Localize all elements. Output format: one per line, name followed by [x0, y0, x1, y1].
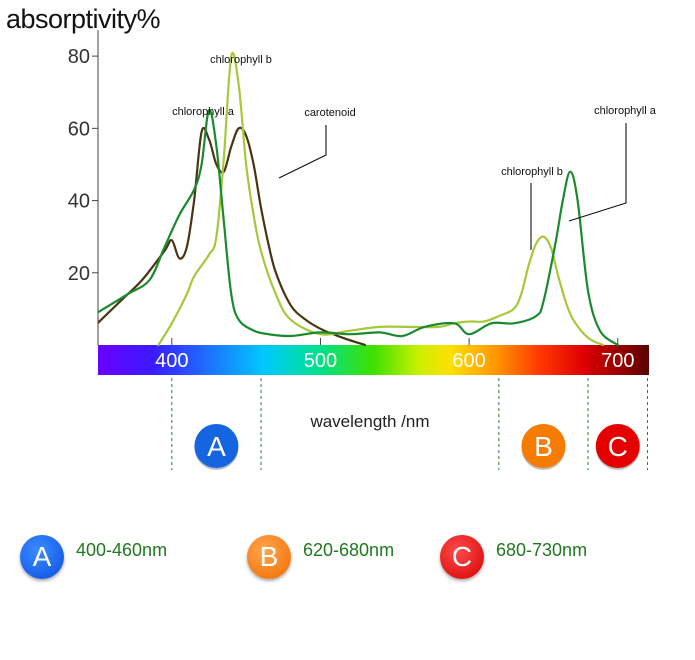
x-tick-label: 700	[601, 350, 634, 372]
region-badge-letter: C	[608, 431, 628, 462]
series-line-carotenoid	[98, 126, 367, 347]
legend-range-c: 680-730nm	[496, 539, 588, 560]
spectrum-bar	[98, 345, 649, 375]
legend-range-a: 400-460nm	[76, 539, 168, 560]
legend-item-c: C 680-730nm	[440, 535, 587, 579]
region-badge-b: B	[521, 424, 566, 470]
annotation-leader-line	[568, 123, 627, 222]
chart-title: absorptivity%	[6, 4, 161, 34]
y-tick-label: 60	[68, 118, 90, 140]
annotation-label: chlorophyll a	[172, 106, 235, 118]
x-tick-label: 400	[155, 350, 188, 372]
series-line-chlorophyll-b	[157, 51, 604, 347]
x-axis-label: wavelength /nm	[309, 412, 429, 431]
series-line-chlorophyll-a	[98, 109, 619, 347]
legend-item-a: A 400-460nm	[20, 535, 167, 579]
region-badge-circle	[595, 424, 640, 468]
legend-item-b: B 620-680nm	[247, 535, 394, 579]
badge-c-icon: C	[440, 535, 484, 579]
region-badge-a: A	[194, 424, 239, 470]
absorption-chart: 20 40 60 80 400 500 600 700 chlorophyll a chlor…	[68, 30, 657, 470]
region-badge-letter: B	[534, 431, 553, 462]
y-tick-label: 40	[68, 191, 90, 213]
annotation-label: carotenoid	[304, 107, 355, 119]
annotation-label: chlorophyll b	[501, 166, 563, 178]
badge-a-icon: A	[20, 535, 64, 579]
region-badge-letter: A	[207, 431, 226, 462]
region-badge-c: C	[595, 424, 640, 470]
y-tick-label: 20	[68, 263, 90, 285]
region-badge-circle	[521, 424, 566, 468]
badge-b-icon: B	[247, 535, 291, 579]
annotation-label: chlorophyll b	[210, 54, 272, 66]
x-tick-label: 600	[452, 350, 485, 372]
x-tick-label: 500	[304, 350, 337, 372]
annotation-leader-line	[278, 125, 327, 179]
y-tick-label: 80	[68, 46, 90, 68]
region-badge-circle	[194, 424, 239, 468]
annotation-label: chlorophyll a	[594, 105, 657, 117]
legend-range-b: 620-680nm	[303, 539, 395, 560]
